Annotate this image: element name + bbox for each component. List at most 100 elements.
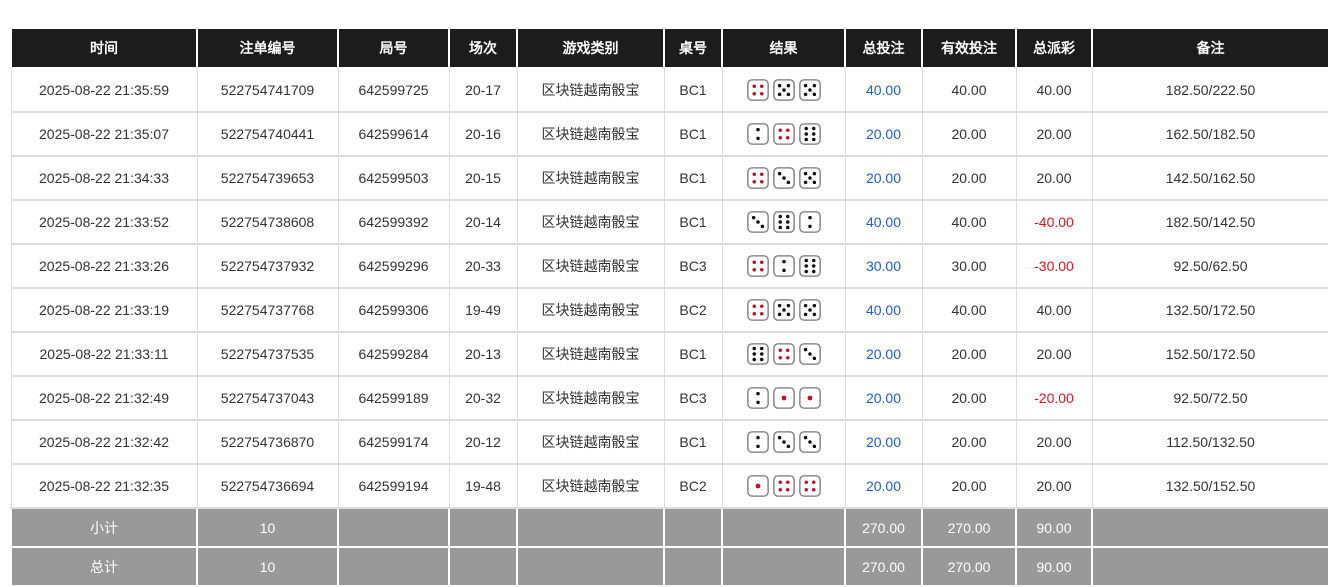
dice-4-icon <box>772 123 795 145</box>
cell-bet: 20.00 <box>844 331 923 377</box>
cell-valid: 30.00 <box>921 243 1017 289</box>
dice-1-icon <box>772 387 795 409</box>
cell-payout: 20.00 <box>1015 111 1093 157</box>
cell-session: 19-48 <box>448 463 518 509</box>
dice-6-icon <box>798 123 821 145</box>
empty-cell <box>448 507 518 548</box>
empty-cell <box>516 546 665 587</box>
dice-5-icon <box>772 299 795 321</box>
dice-5-icon <box>798 299 821 321</box>
cell-valid: 20.00 <box>921 463 1017 509</box>
cell-valid: 20.00 <box>921 155 1017 201</box>
cell-bet: 40.00 <box>844 287 923 333</box>
cell-round: 642599725 <box>337 67 450 113</box>
cell-game: 区块链越南骰宝 <box>516 67 665 113</box>
empty-cell <box>721 546 846 587</box>
column-header: 结果 <box>721 29 846 69</box>
dice-2-icon <box>746 431 769 453</box>
cell-bet: 40.00 <box>844 199 923 245</box>
cell-note: 112.50/132.50 <box>1091 419 1328 465</box>
total-payout: 90.00 <box>1015 546 1093 587</box>
dice-6-icon <box>798 255 821 277</box>
cell-session: 20-12 <box>448 419 518 465</box>
cell-payout: -30.00 <box>1015 243 1093 289</box>
empty-cell <box>1091 507 1328 548</box>
column-header: 场次 <box>448 29 518 69</box>
cell-game: 区块链越南骰宝 <box>516 111 665 157</box>
cell-bet: 20.00 <box>844 419 923 465</box>
cell-note: 142.50/162.50 <box>1091 155 1328 201</box>
cell-payout: 20.00 <box>1015 155 1093 201</box>
cell-time: 2025-08-22 21:32:35 <box>10 463 198 509</box>
cell-bet: 40.00 <box>844 67 923 113</box>
cell-payout: 20.00 <box>1015 463 1093 509</box>
cell-bet_id: 522754739653 <box>196 155 339 201</box>
cell-bet: 20.00 <box>844 463 923 509</box>
total-valid: 270.00 <box>921 546 1017 587</box>
cell-game: 区块链越南骰宝 <box>516 419 665 465</box>
cell-game: 区块链越南骰宝 <box>516 199 665 245</box>
cell-note: 152.50/172.50 <box>1091 331 1328 377</box>
cell-result <box>721 331 846 377</box>
cell-bet_id: 522754737932 <box>196 243 339 289</box>
total-label: 总计 <box>10 546 198 587</box>
table-header: 时间 注单编号 局号 场次 游戏类别 桌号 结果 总投注 有效投注 总派彩 备注 <box>10 29 1328 69</box>
cell-table: BC1 <box>663 331 723 377</box>
table-row: 2025-08-22 21:33:19 522754737768 642599306… <box>10 287 1328 333</box>
cell-note: 92.50/72.50 <box>1091 375 1328 421</box>
cell-round: 642599284 <box>337 331 450 377</box>
empty-cell <box>516 507 665 548</box>
cell-table: BC3 <box>663 375 723 421</box>
dice-4-icon <box>746 299 769 321</box>
cell-session: 20-33 <box>448 243 518 289</box>
dice-1-icon <box>746 475 769 497</box>
cell-result <box>721 375 846 421</box>
cell-game: 区块链越南骰宝 <box>516 287 665 333</box>
cell-round: 642599503 <box>337 155 450 201</box>
cell-game: 区块链越南骰宝 <box>516 243 665 289</box>
cell-note: 92.50/62.50 <box>1091 243 1328 289</box>
cell-round: 642599306 <box>337 287 450 333</box>
cell-round: 642599174 <box>337 419 450 465</box>
cell-note: 132.50/172.50 <box>1091 287 1328 333</box>
cell-bet_id: 522754741709 <box>196 67 339 113</box>
cell-result <box>721 155 846 201</box>
cell-game: 区块链越南骰宝 <box>516 463 665 509</box>
column-header: 时间 <box>10 29 198 69</box>
cell-table: BC3 <box>663 243 723 289</box>
dice-6-icon <box>772 211 795 233</box>
cell-note: 132.50/152.50 <box>1091 463 1328 509</box>
cell-bet: 20.00 <box>844 155 923 201</box>
cell-result <box>721 111 846 157</box>
cell-time: 2025-08-22 21:33:19 <box>10 287 198 333</box>
cell-note: 162.50/182.50 <box>1091 111 1328 157</box>
bet-records-table: 时间 注单编号 局号 场次 游戏类别 桌号 结果 总投注 有效投注 总派彩 备注 2025-08-2… <box>10 29 1328 587</box>
dice-5-icon <box>772 79 795 101</box>
cell-valid: 40.00 <box>921 67 1017 113</box>
column-header: 总投注 <box>844 29 923 69</box>
cell-bet: 20.00 <box>844 111 923 157</box>
cell-bet: 30.00 <box>844 243 923 289</box>
table-row: 2025-08-22 21:32:49 522754737043 642599189… <box>10 375 1328 421</box>
total-bet: 270.00 <box>844 546 923 587</box>
column-header: 总派彩 <box>1015 29 1093 69</box>
table-row: 2025-08-22 21:32:42 522754736870 642599174… <box>10 419 1328 465</box>
dice-5-icon <box>798 167 821 189</box>
cell-bet_id: 522754736694 <box>196 463 339 509</box>
cell-time: 2025-08-22 21:32:42 <box>10 419 198 465</box>
cell-round: 642599614 <box>337 111 450 157</box>
empty-cell <box>337 546 450 587</box>
empty-cell <box>663 546 723 587</box>
column-header: 局号 <box>337 29 450 69</box>
cell-valid: 40.00 <box>921 287 1017 333</box>
cell-time: 2025-08-22 21:33:26 <box>10 243 198 289</box>
cell-payout: 20.00 <box>1015 419 1093 465</box>
cell-table: BC1 <box>663 199 723 245</box>
dice-2-icon <box>746 387 769 409</box>
subtotal-payout: 90.00 <box>1015 507 1093 548</box>
cell-result <box>721 287 846 333</box>
subtotal-count: 10 <box>196 507 339 548</box>
table-row: 2025-08-22 21:33:11 522754737535 642599284… <box>10 331 1328 377</box>
cell-bet_id: 522754737768 <box>196 287 339 333</box>
cell-valid: 20.00 <box>921 331 1017 377</box>
